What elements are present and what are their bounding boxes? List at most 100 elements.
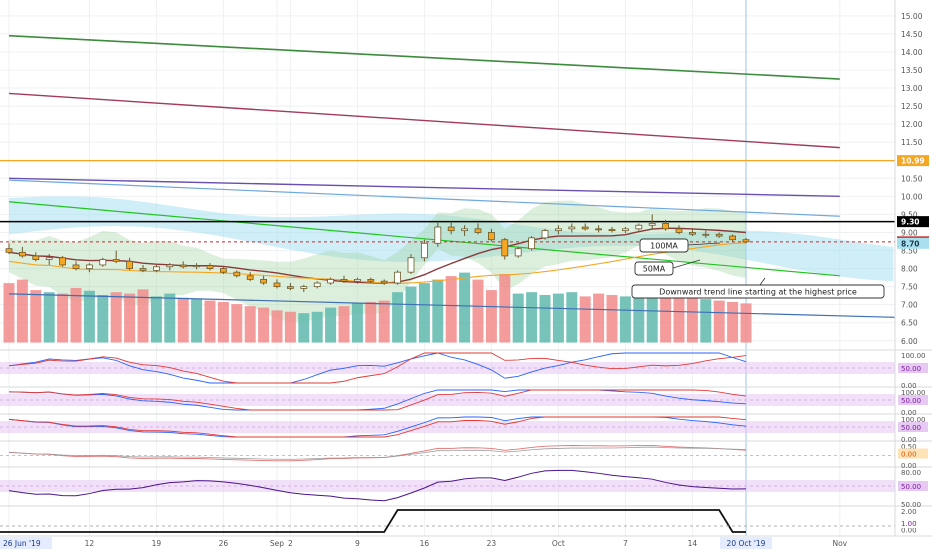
price-tick-label: 9.00 (901, 228, 918, 237)
oscillator-tag-label: 50.00 (901, 397, 921, 405)
price-tick-label: 10.00 (901, 192, 923, 201)
oscillator-tag-label: 50.00 (901, 483, 921, 491)
candle-body (166, 264, 174, 268)
oscillator-tick-label: 0.50 (901, 443, 917, 451)
trend-line-ma200_green (8, 34, 840, 80)
oscillator-line (8, 389, 747, 411)
oscillator-tick-label: 50.00 (901, 501, 921, 509)
callout-text: 50MA (643, 265, 666, 274)
volume-bar (16, 279, 28, 343)
callout-pointer (687, 242, 721, 246)
candle-body (206, 265, 214, 269)
candle-body (32, 255, 40, 260)
volume-bar (284, 311, 296, 343)
candle-body (474, 228, 482, 233)
time-tick-label: 7 (623, 539, 628, 548)
oscillator-line (8, 389, 747, 411)
volume-bar (485, 290, 497, 343)
candle-body (595, 228, 602, 231)
volume-bar (593, 293, 605, 343)
candle-body (622, 228, 629, 232)
volume-bar (150, 296, 162, 343)
volume-bar (619, 296, 631, 343)
oscillator-tick-label: 0.00 (901, 436, 917, 444)
price-tick-label: 12.50 (901, 102, 923, 111)
volume-bar (231, 304, 243, 343)
candle-body (112, 259, 120, 262)
oscillator-line (8, 446, 747, 460)
candle-body (487, 232, 495, 241)
volume-bar (217, 301, 229, 343)
volume-bar (378, 300, 390, 343)
price-tag-label: 8.70 (901, 239, 920, 248)
price-tag (897, 216, 929, 228)
time-tick-label: Oct (552, 539, 565, 548)
volume-bar (191, 299, 203, 343)
candle-body (139, 268, 147, 271)
volume-bar (351, 303, 363, 343)
volume-bar (177, 297, 189, 343)
volume-bar (713, 300, 725, 343)
candle-body (501, 239, 509, 257)
candle-body (514, 248, 522, 257)
volume-bar (30, 290, 42, 343)
callout-box[interactable] (631, 284, 885, 299)
price-tick-label: 7.50 (901, 283, 918, 292)
price-tick-label: 9.50 (901, 210, 918, 219)
volume-bar (258, 307, 270, 343)
trend-line-ma_maroon (8, 92, 840, 149)
candle-body (555, 228, 562, 232)
candle-body (233, 271, 241, 277)
candle-body (541, 230, 549, 239)
candle-body (742, 239, 750, 243)
volume-bar (325, 307, 337, 343)
oscillator-line (8, 416, 747, 438)
price-tick-label: 12.00 (901, 120, 923, 129)
candle-body (608, 229, 616, 232)
candle-body (461, 228, 469, 232)
candle-body (648, 223, 656, 226)
candle-body (99, 259, 107, 266)
price-tick-label: 14.00 (901, 48, 923, 57)
volume-bar (204, 300, 216, 343)
volume-bar (499, 273, 511, 343)
volume-bar (271, 310, 283, 343)
callout-box[interactable] (639, 238, 689, 253)
candle-body (662, 223, 669, 230)
oscillator-value-tag (898, 518, 928, 528)
time-tick-label: Sep (270, 539, 284, 548)
candle-body (86, 264, 93, 269)
time-tick-label: 26 Jun '19 (3, 539, 41, 548)
oscillator-value-tag (898, 481, 928, 491)
volume-bar (673, 296, 685, 343)
candle-body (367, 278, 375, 282)
volume-bar (124, 293, 136, 343)
oscillator-tick-label: 0.00 (901, 409, 917, 417)
trend-line-down_trend_green (8, 201, 840, 277)
candle-body (581, 226, 589, 230)
candle-body (407, 257, 415, 273)
volume-bar (660, 294, 672, 343)
volume-bar (392, 292, 404, 343)
candle-body (273, 282, 281, 288)
oscillator-tag-label: 50.00 (901, 365, 921, 373)
candle-body (59, 257, 66, 266)
time-tick-label: 2 (288, 539, 293, 548)
oscillator-tick-label: 80.00 (901, 469, 921, 477)
volume-bar (566, 292, 578, 343)
candle-body (327, 278, 335, 284)
volume-bar (137, 289, 149, 343)
candle-body (729, 235, 736, 241)
price-tick-label: 15.00 (901, 12, 923, 21)
cloud-area (9, 196, 894, 282)
time-label-highlight (720, 537, 772, 549)
price-tick-label: 13.00 (901, 84, 923, 93)
candle-body (126, 260, 133, 269)
volume-bar (298, 313, 310, 343)
candle-body (675, 228, 683, 233)
callout-box[interactable] (634, 261, 674, 276)
volume-bar (97, 294, 109, 343)
candle-body (420, 242, 428, 259)
price-tick-label: 8.00 (901, 265, 918, 274)
